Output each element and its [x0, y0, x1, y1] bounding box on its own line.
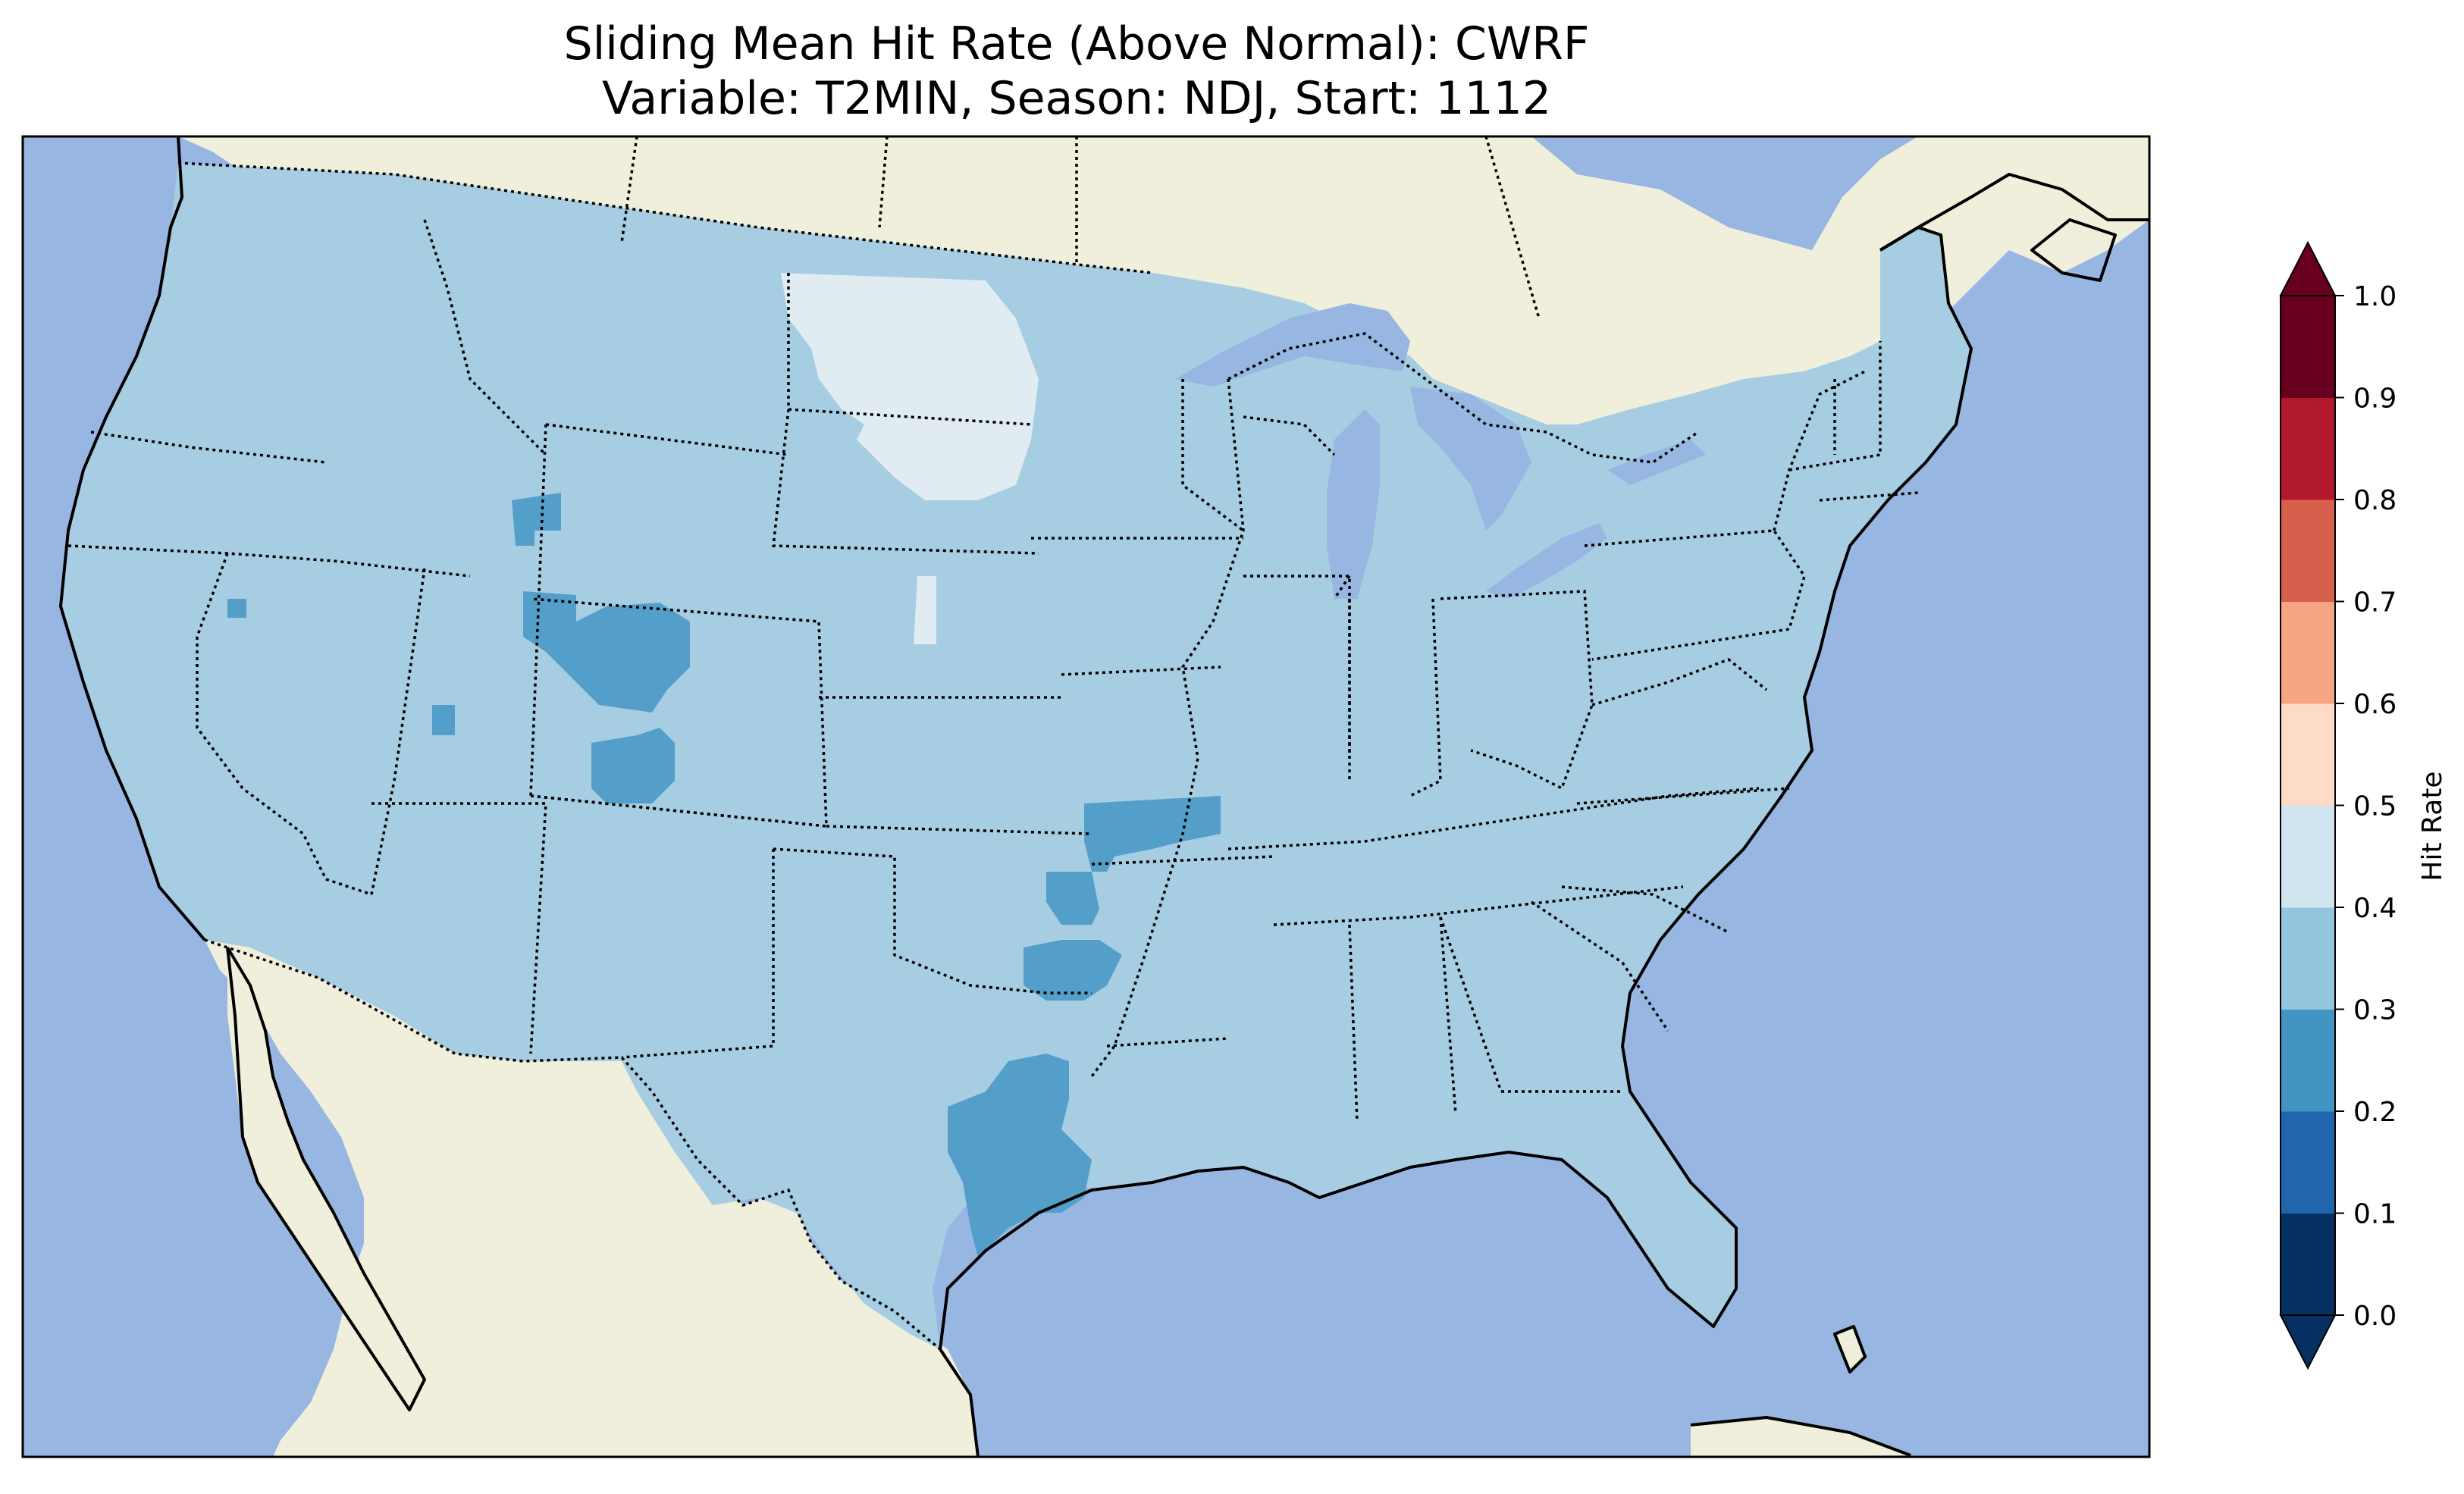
colorbar-tick-label: 0.0 [2353, 1301, 2397, 1332]
state-border-wi-mi [1243, 415, 1336, 456]
map-title: Sliding Mean Hit Rate (Above Normal): CW… [563, 17, 1590, 70]
colorbar-bin [2281, 1111, 2335, 1214]
low-region-texas-north [1024, 940, 1122, 1001]
colorbar-tick-label: 0.4 [2353, 893, 2397, 924]
low-region-utah-west [432, 705, 455, 735]
low-region-oklahoma-south [1046, 872, 1099, 925]
colorbar-tick-label: 0.2 [2353, 1097, 2397, 1128]
colorbar-label: Hit Rate [2417, 771, 2448, 881]
state-border-mn-wi [1181, 379, 1245, 532]
map-frame [21, 135, 2151, 1458]
state-border-ny [1773, 370, 1866, 531]
state-border-ga-sc [1531, 900, 1669, 1032]
state-border-ky-tn [1227, 787, 1760, 850]
state-border-il-in [1348, 598, 1442, 797]
state-border-az-nm [371, 802, 547, 1054]
colorbar-extend-max [2279, 240, 2337, 296]
state-border-sc-nc [1561, 885, 1729, 934]
low-region-idaho [512, 493, 561, 546]
lake-superior [1175, 303, 1410, 387]
lake-ontario [1607, 440, 1706, 485]
colorbar-bin [2281, 601, 2335, 704]
map-subtitle: Variable: T2MIN, Season: NDJ, Start: 111… [601, 72, 1552, 125]
mexico-land [205, 940, 978, 1457]
state-border-oh [1440, 590, 1594, 791]
low-region-utah-north [523, 591, 690, 713]
gulf-coastline [939, 226, 1973, 1350]
colorbar-tick-label: 0.5 [2353, 791, 2397, 822]
us-canada-border [177, 161, 1153, 274]
lake-michigan [1327, 409, 1380, 599]
state-border-tn-south [1273, 885, 1684, 926]
state-border-ms-al [1348, 916, 1457, 1123]
high-region-south-dakota-strip [914, 576, 936, 644]
colorbar-bin [2281, 397, 2335, 500]
colorbar-bin [2281, 296, 2335, 398]
state-border-nv-ut [370, 568, 426, 895]
colorbar-tick-label: 0.6 [2353, 689, 2397, 720]
mexico-east-coastline [939, 1348, 980, 1457]
newfoundland-coastline [2030, 218, 2117, 282]
state-border-nd-sd-ne [772, 273, 1039, 555]
state-border-new-england [1788, 341, 1919, 502]
colorbar-bin [2281, 500, 2335, 602]
colorbar-tick-label: 0.1 [2353, 1199, 2397, 1230]
bahamas-coastline [1833, 1325, 1867, 1373]
colorbar-tick-label: 1.0 [2353, 281, 2397, 312]
state-border-va-nc [1576, 787, 1790, 805]
state-border-id-mt [423, 219, 547, 456]
state-border-mo-ar [1091, 855, 1274, 866]
canada-atlantic-coastline [1879, 173, 2149, 252]
colorbar-bin [2281, 703, 2335, 806]
colorbar-extend-min [2279, 1314, 2337, 1370]
state-border-wa-or [90, 431, 327, 464]
lake-huron [1410, 387, 1531, 531]
baja-coastline [226, 946, 426, 1411]
west-coastline [59, 136, 206, 941]
cuba-land [1691, 1417, 1911, 1457]
state-border-md-va [1591, 658, 1768, 706]
state-border-ca-az [325, 878, 372, 896]
state-border-mississippi-river [1090, 378, 1245, 1078]
lake-erie [1486, 523, 1607, 599]
colorbar-bin [2281, 1009, 2335, 1112]
low-region-utah-south [591, 728, 675, 803]
high-region-north-dakota [781, 273, 1039, 500]
canada-land [178, 136, 2149, 576]
colorbar-tick-label: 0.8 [2353, 485, 2397, 516]
state-border-ok-tx [773, 847, 1092, 994]
colorbar-tick-label: 0.3 [2353, 995, 2397, 1026]
state-border-or-ca-nv [67, 544, 471, 578]
state-border-ks-ok [826, 825, 1092, 835]
colorbar-bin [2281, 805, 2335, 908]
colorbar-tick-label: 0.7 [2353, 587, 2397, 619]
colorbar-bin [2281, 907, 2335, 1010]
cuba-coastline [1690, 1416, 1911, 1457]
low-region-nevada [227, 599, 246, 618]
colorbar-tick-label: 0.9 [2353, 384, 2397, 415]
colorbar-bin [2281, 1213, 2335, 1316]
